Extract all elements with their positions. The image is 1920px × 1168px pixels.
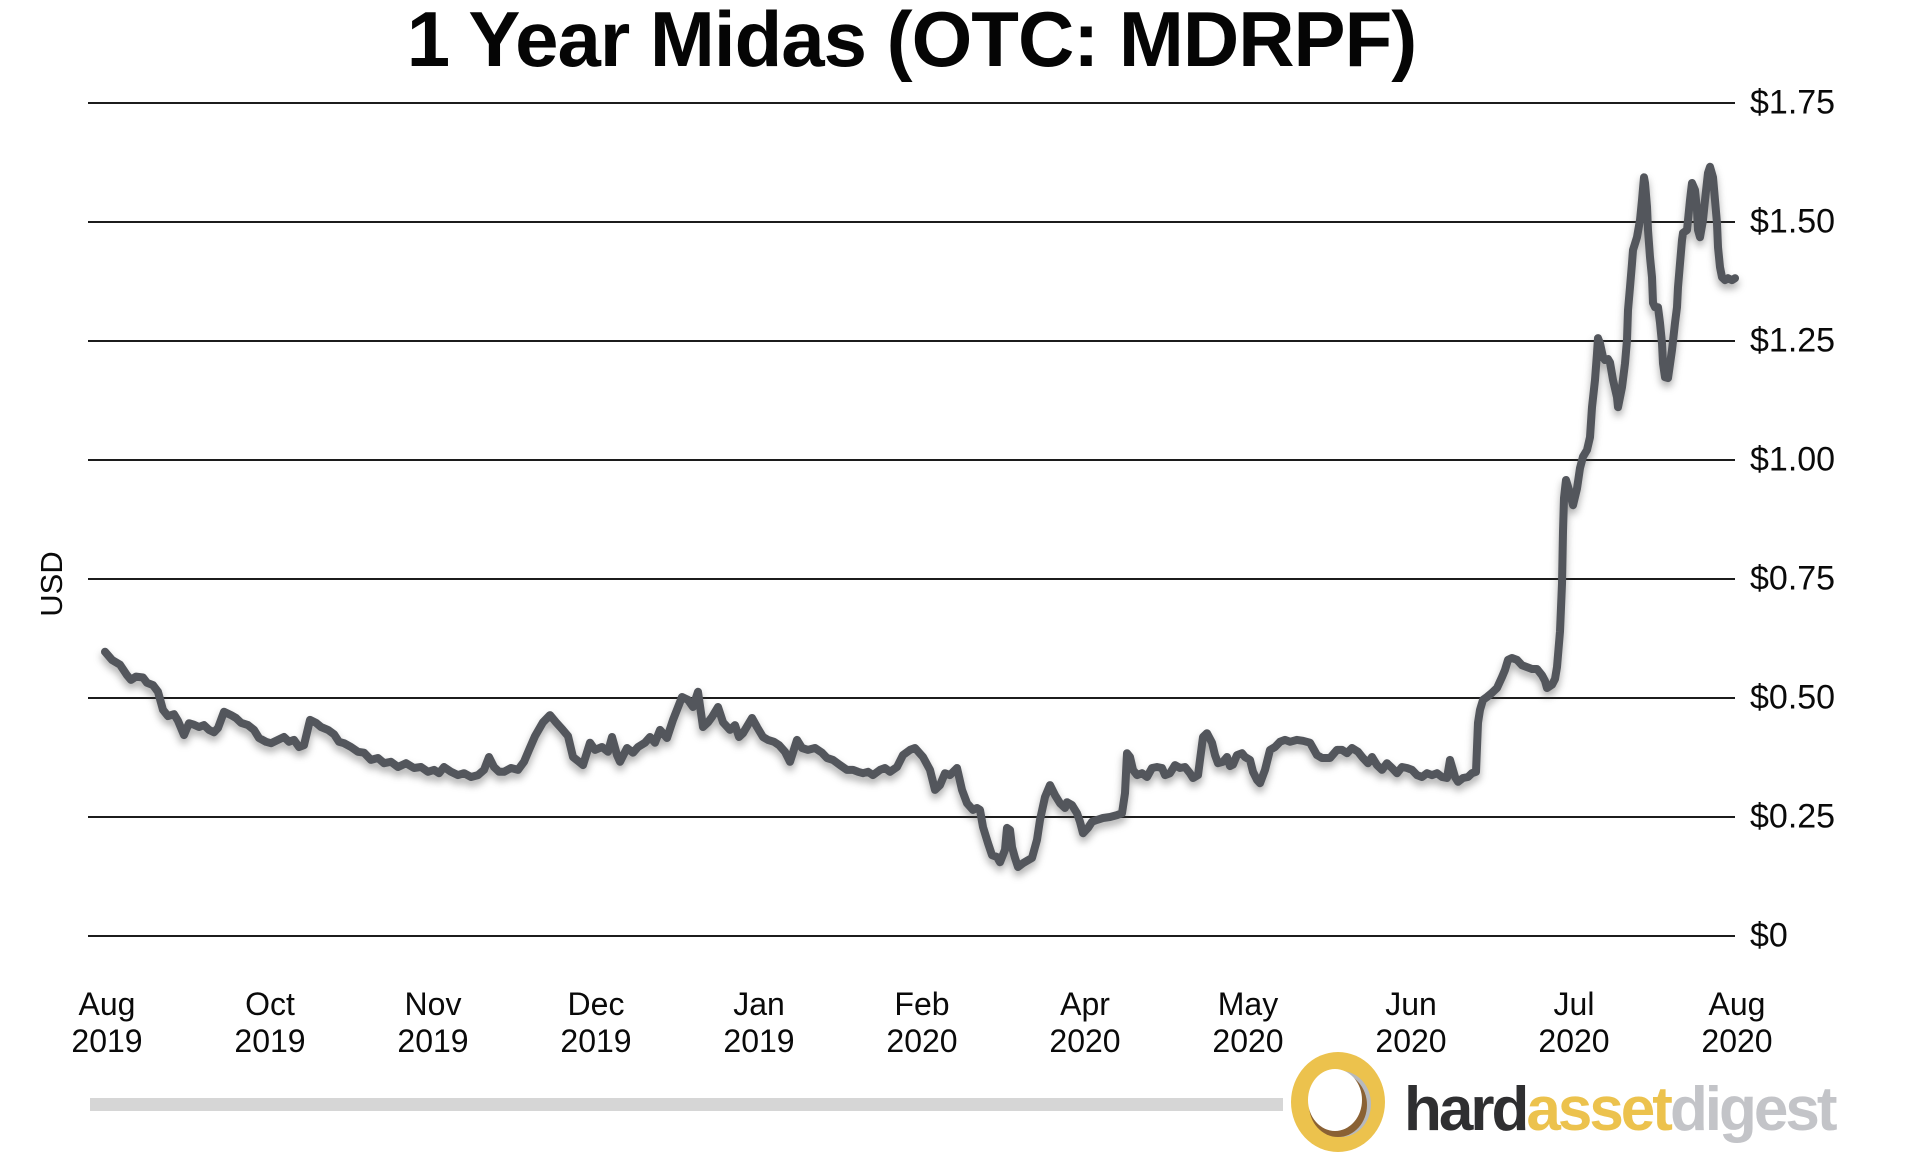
x-tick-month: Aug	[1708, 986, 1766, 1022]
y-tick-label: $0.50	[1750, 678, 1836, 717]
y-tick-label: $1.50	[1750, 202, 1836, 241]
x-tick-year: 2019	[723, 1023, 795, 1059]
x-tick-label: Aug 2020	[1657, 986, 1817, 1060]
x-tick-label: Dec 2019	[516, 986, 676, 1060]
x-tick-label: Jul 2020	[1494, 986, 1654, 1060]
x-tick-month: Dec	[567, 986, 625, 1022]
x-tick-month: Jul	[1553, 986, 1595, 1022]
x-tick-label: May 2020	[1168, 986, 1328, 1060]
gridline	[88, 102, 1735, 104]
x-tick-month: Aug	[78, 986, 136, 1022]
gridline	[88, 340, 1735, 342]
x-tick-label: Nov 2019	[353, 986, 513, 1060]
x-tick-year: 2020	[1538, 1023, 1610, 1059]
x-tick-label: Aug 2019	[27, 986, 187, 1060]
y-tick-label: $0	[1750, 916, 1788, 955]
x-tick-month: Jan	[733, 986, 785, 1022]
x-tick-month: Nov	[404, 986, 462, 1022]
x-tick-year: 2020	[1375, 1023, 1447, 1059]
x-tick-year: 2020	[1049, 1023, 1121, 1059]
x-tick-year: 2020	[886, 1023, 958, 1059]
logo-wordmark: hardassetdigest	[1404, 1074, 1838, 1145]
x-tick-year: 2019	[560, 1023, 632, 1059]
x-tick-month: Jun	[1385, 986, 1437, 1022]
chart-title: 1 Year Midas (OTC: MDRPF)	[406, 0, 1417, 83]
gridline	[88, 697, 1735, 699]
y-tick-label: $1.00	[1750, 440, 1836, 479]
gridline	[88, 816, 1735, 818]
x-tick-label: Oct 2019	[190, 986, 350, 1060]
hardassetdigest-logo: hardassetdigest	[1288, 1050, 1908, 1160]
logo-word-digest: digest	[1669, 1075, 1838, 1144]
gridline	[88, 221, 1735, 223]
x-tick-label: Apr 2020	[1005, 986, 1165, 1060]
y-tick-label: $0.25	[1750, 797, 1836, 836]
x-tick-month: Feb	[894, 986, 950, 1022]
x-tick-label: Jan 2019	[679, 986, 839, 1060]
x-tick-year: 2020	[1701, 1023, 1773, 1059]
y-tick-label: $1.25	[1750, 321, 1836, 360]
footer-divider	[90, 1098, 1283, 1111]
y-tick-label: $0.75	[1750, 559, 1836, 598]
x-tick-year: 2019	[71, 1023, 143, 1059]
x-tick-label: Feb 2020	[842, 986, 1002, 1060]
price-line	[101, 162, 1739, 871]
x-tick-year: 2019	[234, 1023, 306, 1059]
x-tick-year: 2019	[397, 1023, 469, 1059]
x-tick-year: 2020	[1212, 1023, 1284, 1059]
gridline	[88, 459, 1735, 461]
hardassetdigest-ring-icon	[1291, 1052, 1385, 1152]
x-tick-label: Jun 2020	[1331, 986, 1491, 1060]
logo-word-hard: hard	[1404, 1075, 1529, 1144]
y-tick-label: $1.75	[1750, 83, 1836, 122]
x-tick-month: May	[1217, 986, 1279, 1022]
gridline	[88, 935, 1735, 937]
logo-word-asset: asset	[1526, 1075, 1673, 1144]
x-tick-month: Oct	[245, 986, 295, 1022]
x-tick-month: Apr	[1060, 986, 1110, 1022]
gridline	[88, 578, 1735, 580]
